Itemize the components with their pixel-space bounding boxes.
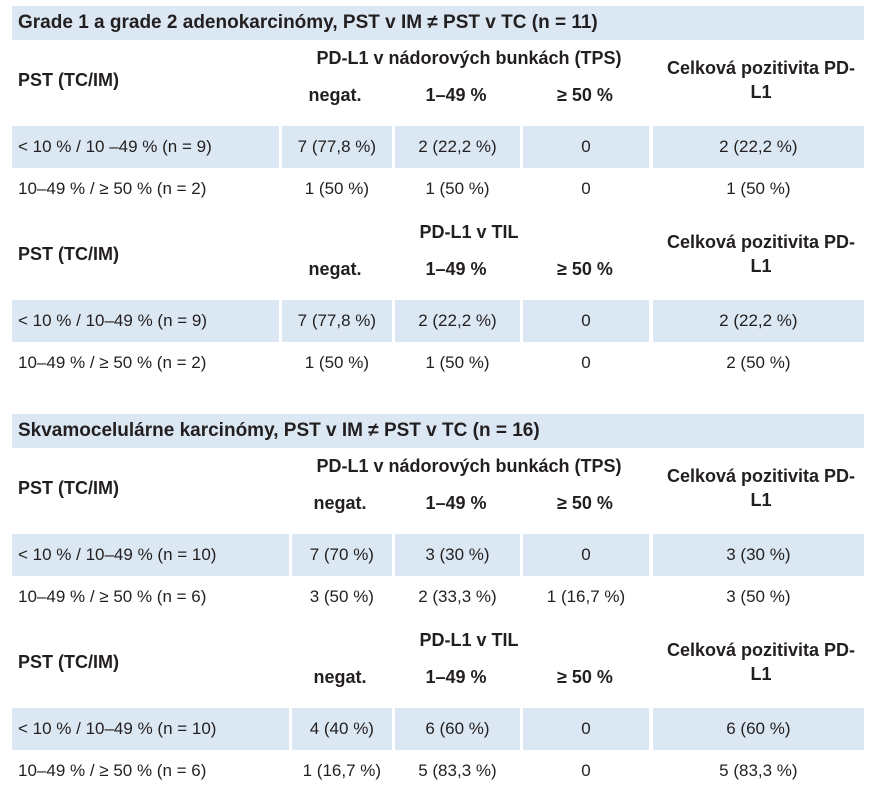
col-header-total-positivity: Celková pozitivita PD-L1	[666, 640, 856, 684]
cell-50-plus: 1 (16,7 %)	[546, 587, 626, 606]
row-label: < 10 % / 10–49 % (n = 10)	[12, 534, 290, 576]
row-label: 10–49 % / ≥ 50 % (n = 6)	[18, 587, 207, 606]
cell-negative: 1 (16,7 %)	[302, 761, 382, 780]
row-label: 10–49 % / ≥ 50 % (n = 2)	[18, 353, 207, 372]
cell-1-49: 2 (22,2 %)	[394, 126, 521, 168]
cell-1-49: 5 (83,3 %)	[418, 761, 497, 780]
group-header-label: PD-L1 v TIL	[419, 630, 519, 650]
row-header-label: PST (TC/IM)	[18, 652, 119, 672]
table-row: 10–49 % / ≥ 50 % (n = 2) 1 (50 %) 1 (50 …	[12, 342, 864, 384]
cell-50-plus: 0	[581, 353, 591, 372]
cell-total: 6 (60 %)	[652, 708, 864, 750]
cell-1-49: 2 (33,3 %)	[418, 587, 497, 606]
cell-50-plus: 0	[581, 761, 591, 780]
cell-negative: 7 (70 %)	[292, 534, 392, 576]
table-header: PST (TC/IM) PD-L1 v nádorových bunkách (…	[12, 456, 864, 534]
row-header-label: PST (TC/IM)	[18, 244, 119, 264]
col-header-total-positivity: Celková pozitivita PD-L1	[666, 232, 856, 276]
cell-50-plus: 0	[523, 126, 649, 168]
col-header-total-positivity: Celková pozitivita PD-L1	[666, 58, 856, 102]
cell-50-plus: 0	[523, 300, 649, 342]
cell-1-49: 1 (50 %)	[425, 179, 490, 198]
cell-total: 5 (83,3 %)	[719, 761, 798, 780]
col-header-negative: negat.	[308, 85, 362, 105]
cell-negative: 4 (40 %)	[292, 708, 392, 750]
cell-total: 3 (50 %)	[726, 587, 791, 606]
cell-total: 2 (22,2 %)	[652, 300, 864, 342]
cell-50-plus: 0	[523, 534, 649, 576]
table-row: 10–49 % / ≥ 50 % (n = 6) 1 (16,7 %) 5 (8…	[12, 750, 864, 792]
table-row: < 10 % / 10–49 % (n = 9) 7 (77,8 %) 2 (2…	[12, 300, 864, 342]
group-header-label: PD-L1 v nádorových bunkách (TPS)	[316, 48, 622, 68]
table-row: < 10 % / 10 –49 % (n = 9) 7 (77,8 %) 2 (…	[12, 126, 864, 168]
cell-50-plus: 0	[523, 708, 649, 750]
col-header-1-49: 1–49 %	[425, 667, 487, 687]
table-squamous-tps: PST (TC/IM) PD-L1 v nádorových bunkách (…	[12, 456, 864, 618]
cell-1-49: 6 (60 %)	[394, 708, 521, 750]
cell-negative: 7 (77,8 %)	[282, 126, 392, 168]
table-header: PST (TC/IM) PD-L1 v TIL negat. 1–49 % ≥ …	[12, 222, 864, 300]
col-header-negative: negat.	[308, 259, 362, 279]
cell-negative: 1 (50 %)	[304, 179, 369, 198]
table-row: < 10 % / 10–49 % (n = 10) 7 (70 %) 3 (30…	[12, 534, 864, 576]
cell-1-49: 3 (30 %)	[394, 534, 521, 576]
table-adeno-tps: PST (TC/IM) PD-L1 v nádorových bunkách (…	[12, 48, 864, 210]
col-header-50-plus: ≥ 50 %	[557, 259, 613, 279]
col-header-50-plus: ≥ 50 %	[557, 85, 613, 105]
col-header-negative: negat.	[313, 667, 367, 687]
table-header: PST (TC/IM) PD-L1 v nádorových bunkách (…	[12, 48, 864, 126]
cell-1-49: 2 (22,2 %)	[394, 300, 521, 342]
col-header-total-positivity: Celková pozitivita PD-L1	[666, 466, 856, 510]
table-row: 10–49 % / ≥ 50 % (n = 2) 1 (50 %) 1 (50 …	[12, 168, 864, 210]
table-squamous-til: PST (TC/IM) PD-L1 v TIL negat. 1–49 % ≥ …	[12, 630, 864, 792]
col-header-50-plus: ≥ 50 %	[557, 493, 613, 513]
row-label: < 10 % / 10–49 % (n = 9)	[12, 300, 280, 342]
cell-total: 3 (30 %)	[652, 534, 864, 576]
cell-total: 2 (22,2 %)	[652, 126, 864, 168]
row-header-label: PST (TC/IM)	[18, 478, 119, 498]
cell-total: 1 (50 %)	[726, 179, 791, 198]
section-title-squamous: Skvamocelulárne karcinómy, PST v IM ≠ PS…	[12, 414, 864, 448]
table-row: < 10 % / 10–49 % (n = 10) 4 (40 %) 6 (60…	[12, 708, 864, 750]
table-row: 10–49 % / ≥ 50 % (n = 6) 3 (50 %) 2 (33,…	[12, 576, 864, 618]
cell-1-49: 1 (50 %)	[425, 353, 490, 372]
cell-negative: 3 (50 %)	[309, 587, 374, 606]
row-label: < 10 % / 10 –49 % (n = 9)	[12, 126, 280, 168]
cell-total: 2 (50 %)	[726, 353, 791, 372]
row-header-label: PST (TC/IM)	[18, 70, 119, 90]
cell-negative: 1 (50 %)	[304, 353, 369, 372]
group-header-label: PD-L1 v nádorových bunkách (TPS)	[316, 456, 622, 476]
row-label: 10–49 % / ≥ 50 % (n = 6)	[18, 761, 207, 780]
table-header: PST (TC/IM) PD-L1 v TIL negat. 1–49 % ≥ …	[12, 630, 864, 708]
group-header-label: PD-L1 v TIL	[419, 222, 519, 242]
section-title-adenocarcinoma: Grade 1 a grade 2 adenokarcinómy, PST v …	[12, 6, 864, 40]
col-header-50-plus: ≥ 50 %	[557, 667, 613, 687]
cell-negative: 7 (77,8 %)	[282, 300, 392, 342]
col-header-1-49: 1–49 %	[425, 85, 487, 105]
col-header-1-49: 1–49 %	[425, 259, 487, 279]
row-label: < 10 % / 10–49 % (n = 10)	[12, 708, 290, 750]
col-header-negative: negat.	[313, 493, 367, 513]
table-adeno-til: PST (TC/IM) PD-L1 v TIL negat. 1–49 % ≥ …	[12, 222, 864, 384]
col-header-1-49: 1–49 %	[425, 493, 487, 513]
cell-50-plus: 0	[581, 179, 591, 198]
row-label: 10–49 % / ≥ 50 % (n = 2)	[18, 179, 207, 198]
